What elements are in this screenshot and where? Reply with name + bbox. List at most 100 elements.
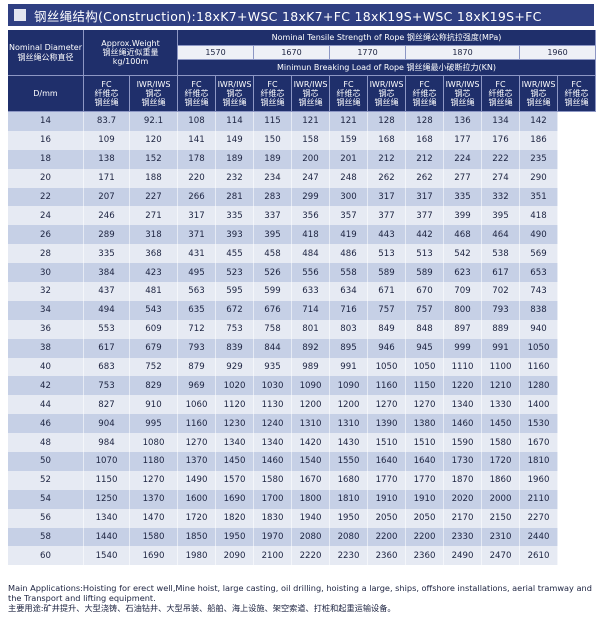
breaking-load-cell: 1960: [520, 470, 558, 490]
breaking-load-cell: 2200: [368, 527, 406, 547]
breaking-load-cell: 1770: [368, 470, 406, 490]
grade-1670: 1670: [254, 46, 330, 60]
breaking-load-cell: 1510: [368, 433, 406, 453]
breaking-load-cell: 399: [444, 206, 482, 226]
core-fc-cn2-label: 钢丝绳: [94, 98, 119, 108]
breaking-load-cell: 2000: [482, 489, 520, 509]
breaking-load-cell: 418: [292, 225, 330, 245]
breaking-load-cell: 1430: [330, 433, 368, 453]
breaking-load-cell: 1810: [330, 489, 368, 509]
breaking-load-cell: 753: [216, 319, 254, 339]
diameter-cell: 50: [8, 452, 84, 471]
grade-1570: 1570: [178, 46, 254, 60]
breaking-load-cell: 290: [520, 168, 558, 188]
breaking-load-cell: 317: [178, 206, 216, 226]
breaking-load-cell: 335: [444, 187, 482, 207]
breaking-load-cell: 1820: [216, 508, 254, 528]
diameter-cell: 18: [8, 149, 84, 169]
breaking-load-cell: 1330: [482, 395, 520, 415]
header-load-fc: FC 纤维芯 钢丝绳: [178, 76, 216, 112]
core-type-label: 钢丝绳: [374, 98, 399, 108]
breaking-load-cell: 676: [254, 300, 292, 320]
breaking-load-cell: 929: [216, 357, 254, 377]
breaking-load-cell: 455: [216, 244, 254, 264]
breaking-load-cell: 2270: [520, 508, 558, 528]
applications-cn: 主要用途:矿井提升、大型浇铸、石油钻井、大型吊装、船舶、海上设施、架空索道、打桩…: [8, 603, 396, 614]
core-type-label: 钢芯: [454, 88, 471, 98]
breaking-load-cell: 589: [406, 263, 444, 283]
breaking-load-cell: 1110: [444, 357, 482, 377]
breaking-load-cell: 464: [482, 225, 520, 245]
breaking-load-cell: 212: [368, 149, 406, 169]
breaking-load-cell: 523: [216, 263, 254, 283]
core-iwr-cn2-label: 钢丝绳: [141, 98, 166, 108]
breaking-load-cell: 128: [368, 112, 406, 131]
breaking-load-cell: 1130: [254, 395, 292, 415]
breaking-load-cell: 150: [254, 130, 292, 150]
breaking-load-cell: 134: [482, 112, 520, 131]
breaking-load-cell: 274: [482, 168, 520, 188]
breaking-load-cell: 1210: [482, 376, 520, 396]
breaking-load-cell: 1400: [520, 395, 558, 415]
breaking-load-cell: 563: [178, 282, 216, 301]
breaking-load-cell: 178: [178, 149, 216, 169]
breaking-load-cell: 2610: [520, 546, 558, 566]
weight-cell: 1070: [84, 452, 130, 471]
breaking-load-cell: 589: [368, 263, 406, 283]
breaking-load-cell: 1580: [482, 433, 520, 453]
header-load-iwr: IWR/IWS 钢芯 钢丝绳: [292, 76, 330, 112]
breaking-load-cell: 714: [292, 300, 330, 320]
weight-cell: 246: [84, 206, 130, 226]
weight-cell: 910: [130, 395, 178, 415]
diameter-cell: 40: [8, 357, 84, 377]
breaking-load-cell: 1340: [216, 433, 254, 453]
breaking-load-cell: 337: [254, 206, 292, 226]
breaking-load-cell: 2110: [520, 489, 558, 509]
title-bar: 钢丝绳结构(Construction):18xK7+WSC 18xK7+FC 1…: [8, 4, 594, 26]
weight-cell: 494: [84, 300, 130, 320]
breaking-load-cell: 1970: [254, 527, 292, 547]
breaking-load-cell: 1530: [520, 414, 558, 434]
weight-cell: 1440: [84, 527, 130, 547]
weight-cell: 138: [84, 149, 130, 169]
breaking-load-cell: 332: [482, 187, 520, 207]
core-type-label: 钢丝绳: [298, 98, 323, 108]
breaking-load-cell: 266: [178, 187, 216, 207]
breaking-load-cell: 757: [406, 300, 444, 320]
breaking-load-cell: 2470: [482, 546, 520, 566]
breaking-load-cell: 800: [444, 300, 482, 320]
breaking-load-cell: 2080: [292, 527, 330, 547]
weight-cell: 1340: [84, 508, 130, 528]
breaking-load-cell: 1690: [216, 489, 254, 509]
weight-cell: 207: [84, 187, 130, 207]
header-load-fc: FC 纤维芯 钢丝绳: [406, 76, 444, 112]
breaking-load-cell: 317: [406, 187, 444, 207]
breaking-load-cell: 212: [406, 149, 444, 169]
breaking-load-cell: 1700: [254, 489, 292, 509]
breaking-load-cell: 418: [520, 206, 558, 226]
core-fc-label: FC: [101, 79, 112, 89]
header-weight-fc: FC 纤维芯 钢丝绳: [84, 76, 130, 112]
breaking-load-cell: 844: [254, 338, 292, 358]
weight-cell: 1470: [130, 508, 178, 528]
breaking-load-cell: 2330: [444, 527, 482, 547]
diameter-cell: 44: [8, 395, 84, 415]
breaking-load-cell: 121: [330, 112, 368, 131]
breaking-load-cell: 1160: [520, 357, 558, 377]
breaking-load-cell: 2360: [368, 546, 406, 566]
core-type-label: 纤维芯: [260, 88, 285, 98]
breaking-load-cell: 1420: [292, 433, 330, 453]
breaking-load-cell: 121: [292, 112, 330, 131]
breaking-load-cell: 513: [368, 244, 406, 264]
breaking-load-cell: 1460: [444, 414, 482, 434]
header-load-iwr: IWR/IWS 钢芯 钢丝绳: [216, 76, 254, 112]
breaking-load-cell: 1580: [254, 470, 292, 490]
breaking-load-cell: 838: [520, 300, 558, 320]
breaking-load-cell: 1270: [368, 395, 406, 415]
breaking-load-cell: 1810: [520, 452, 558, 471]
breaking-load-cell: 371: [178, 225, 216, 245]
breaking-load-cell: 542: [444, 244, 482, 264]
breaking-load-cell: 458: [254, 244, 292, 264]
breaking-load-cell: 538: [482, 244, 520, 264]
breaking-load-cell: 672: [216, 300, 254, 320]
